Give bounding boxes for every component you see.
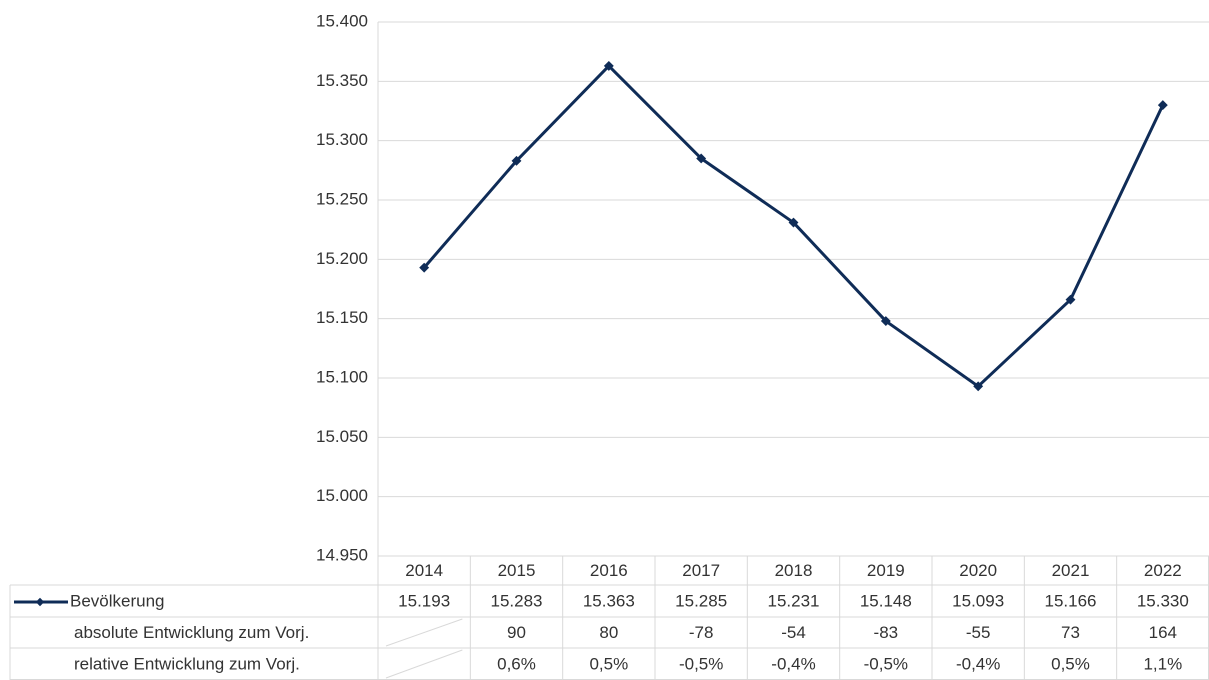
point-marker [696,153,707,164]
point-marker [511,155,522,166]
x-tick-label: 2014 [405,561,443,580]
empty-cell-slash [385,618,463,647]
x-tick-label: 2018 [775,561,813,580]
legend-marker [35,597,45,607]
table-cell: 73 [1061,623,1080,642]
table-cell: 90 [507,623,526,642]
table-cell: -0,4% [771,654,815,673]
legend-label: Bevölkerung [70,591,165,610]
table-cell: -83 [874,623,899,642]
y-tick-label: 15.000 [316,486,368,505]
point-marker [880,316,891,326]
table-cell: 80 [599,623,618,642]
table-cell: 15.166 [1045,591,1097,610]
y-tick-label: 15.250 [316,189,368,208]
point-marker [788,217,799,228]
y-tick-label: 15.150 [316,308,368,327]
y-tick-label: 15.350 [316,71,368,90]
table-cell: 15.231 [768,591,820,610]
table-cell: 15.193 [398,591,450,610]
table-cell: 15.363 [583,591,635,610]
empty-cell-slash [385,649,463,679]
x-tick-label: 2019 [867,561,905,580]
table-cell: -0,5% [864,654,908,673]
table-cell: -54 [781,623,806,642]
table-cell: 0,6% [497,654,536,673]
table-cell: 15.093 [952,591,1004,610]
x-tick-label: 2020 [959,561,997,580]
table-cell: 15.330 [1137,591,1189,610]
y-tick-label: 15.050 [316,427,368,446]
row-label: absolute Entwicklung zum Vorj. [74,623,309,642]
table-cell: 164 [1149,623,1177,642]
table-cell: 0,5% [589,654,628,673]
y-tick-label: 15.100 [316,367,368,386]
point-marker [603,60,614,71]
x-tick-label: 2015 [498,561,536,580]
x-tick-label: 2022 [1144,561,1182,580]
y-tick-label: 14.950 [316,545,368,564]
x-tick-label: 2021 [1052,561,1090,580]
y-tick-label: 15.400 [316,11,368,30]
table-cell: -0,4% [956,654,1000,673]
y-tick-label: 15.200 [316,249,368,268]
point-marker [1157,100,1168,111]
table-cell: 15.285 [675,591,727,610]
table-cell: 15.148 [860,591,912,610]
point-marker [419,262,430,273]
point-marker [973,381,984,392]
table-cell: 15.283 [491,591,543,610]
row-label: relative Entwicklung zum Vorj. [74,654,300,673]
table-cell: 1,1% [1143,654,1182,673]
table-cell: -55 [966,623,991,642]
table-cell: -78 [689,623,714,642]
x-tick-label: 2016 [590,561,628,580]
x-tick-label: 2017 [682,561,720,580]
table-cell: 0,5% [1051,654,1090,673]
table-cell: -0,5% [679,654,723,673]
y-tick-label: 15.300 [316,130,368,149]
point-marker [1065,294,1076,305]
